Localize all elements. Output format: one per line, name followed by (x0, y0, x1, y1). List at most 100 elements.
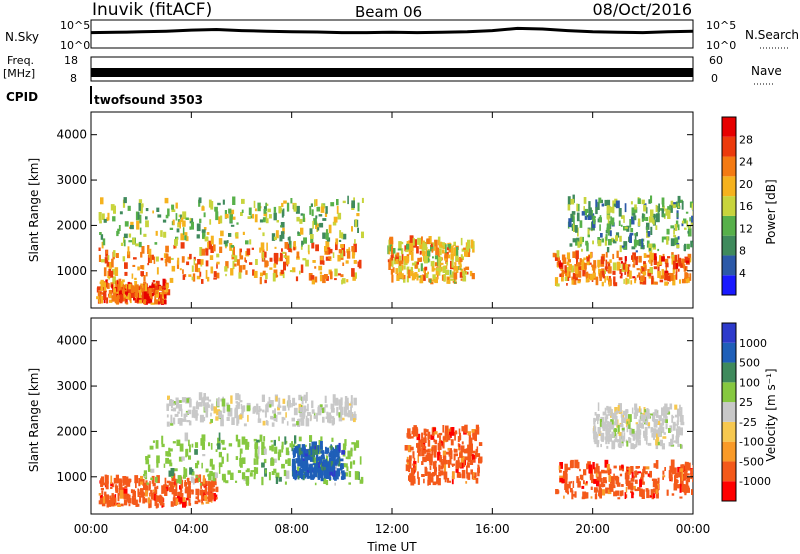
velocity-cell-1 (242, 457, 246, 464)
velocity-cell-3 (179, 418, 183, 426)
power-cell-1 (182, 211, 187, 220)
velocity-cell-3 (170, 414, 173, 424)
power-cell-2 (115, 280, 118, 288)
velocity-cell-2 (329, 457, 332, 466)
velocity-cell-4 (470, 460, 474, 465)
power-cell-0 (307, 244, 310, 253)
power-cell-0 (308, 250, 310, 255)
velocity-cell-3 (221, 414, 224, 418)
power-cell-1 (311, 209, 314, 217)
velocity-cell-0 (201, 502, 204, 505)
power-cell-4 (677, 254, 680, 262)
velocity-cell-6 (611, 441, 615, 450)
power-cell-3 (460, 278, 463, 281)
power-cell-5 (653, 219, 655, 225)
power-cell-5 (653, 213, 656, 220)
power-cell-1 (116, 230, 119, 237)
power-cell-3 (387, 259, 390, 263)
power-cell-4 (665, 264, 668, 271)
power-cell-2 (125, 296, 130, 299)
velocity-cell-1 (146, 482, 149, 485)
velocity-cell-6 (594, 431, 597, 435)
velocity-cell-6 (622, 417, 626, 423)
power-cell-0 (210, 266, 214, 274)
power-cell-5 (595, 199, 598, 208)
velocity-cell-0 (117, 493, 120, 502)
power-cell-0 (234, 263, 237, 267)
velocity-cell-5 (558, 465, 561, 471)
power-cell-1 (321, 203, 323, 208)
power-cell-1 (215, 211, 219, 221)
velocity-cell-3 (265, 420, 268, 426)
velocity-cell-2 (338, 442, 341, 452)
power-cell-0 (148, 248, 152, 258)
velocity-cell-3 (333, 401, 335, 406)
velocity-cell-4 (472, 459, 476, 463)
power-cell-5 (631, 210, 636, 214)
power-cell-2 (113, 288, 116, 294)
velocity-cell-4 (452, 464, 454, 467)
power-cell-5 (569, 243, 573, 247)
power-cell-0 (193, 256, 196, 261)
power-cell-2 (148, 288, 152, 297)
power-cell-0 (201, 248, 205, 256)
power-cell-2 (96, 296, 100, 300)
velocity-cell-4 (463, 460, 466, 468)
power-cell-0 (181, 256, 185, 263)
velocity-cell-6 (674, 423, 677, 426)
velocity-cell-6 (607, 413, 612, 416)
power-cell-4 (609, 259, 612, 263)
velocity-cell-0 (163, 488, 167, 493)
velocity-cell-5 (646, 489, 650, 499)
velocity-cell-3 (177, 418, 181, 424)
velocity-cell-3 (246, 405, 251, 412)
power-cell-0 (193, 259, 196, 265)
velocity-cell-3 (256, 403, 259, 411)
velocity-cell-3 (262, 409, 265, 413)
velocity-cell-4 (460, 455, 465, 463)
power-cell-5 (648, 199, 651, 204)
power-cell-4 (565, 270, 569, 279)
power-cell-3 (450, 253, 454, 260)
power-cell-3 (431, 279, 435, 282)
velocity-cell-5 (572, 480, 575, 488)
power-cell-3 (463, 247, 466, 250)
power-cell-4 (675, 267, 678, 273)
velocity-cell-4 (431, 446, 434, 456)
power-cell-5 (638, 239, 642, 245)
power-cell-5 (584, 215, 588, 220)
power-cell-1 (163, 231, 167, 238)
velocity-cell-2 (341, 466, 344, 469)
velocity-cell-0 (213, 493, 216, 502)
velocity-cell-6 (634, 408, 639, 417)
velocity-cell-6 (633, 445, 635, 450)
velocity-cell-4 (440, 456, 443, 465)
power-cell-4 (685, 260, 690, 263)
velocity-cell-5 (563, 495, 565, 499)
power-cell-1 (265, 212, 268, 221)
velocity-cell-1 (253, 458, 256, 465)
velocity-cell-1 (257, 454, 260, 459)
velocity-cell-6 (661, 426, 665, 434)
power-cell-2 (116, 295, 120, 298)
power-cell-3 (409, 271, 414, 277)
velocity-cell-6 (642, 424, 644, 429)
nsearch-label: N.Search (745, 28, 799, 42)
power-cell-2 (100, 296, 104, 304)
power-cell-5 (634, 204, 637, 210)
velocity-cell-1 (350, 461, 353, 469)
power-cell-3 (466, 271, 469, 275)
power-cell-3 (421, 247, 425, 254)
power-cell-3 (414, 264, 418, 269)
velocity-cell-4 (412, 475, 416, 483)
velocity-cell-0 (152, 483, 156, 487)
power-cell-4 (601, 281, 604, 287)
velocity-cell-1 (249, 472, 253, 477)
power-cell-4 (556, 250, 560, 258)
velocity-cell-1 (220, 439, 225, 443)
velocity-cell-0 (177, 495, 181, 502)
velocity-cell-4 (461, 426, 466, 432)
velocity-cell-3 (277, 404, 281, 408)
velocity-cell-5 (662, 470, 665, 475)
power-cell-0 (205, 248, 209, 256)
